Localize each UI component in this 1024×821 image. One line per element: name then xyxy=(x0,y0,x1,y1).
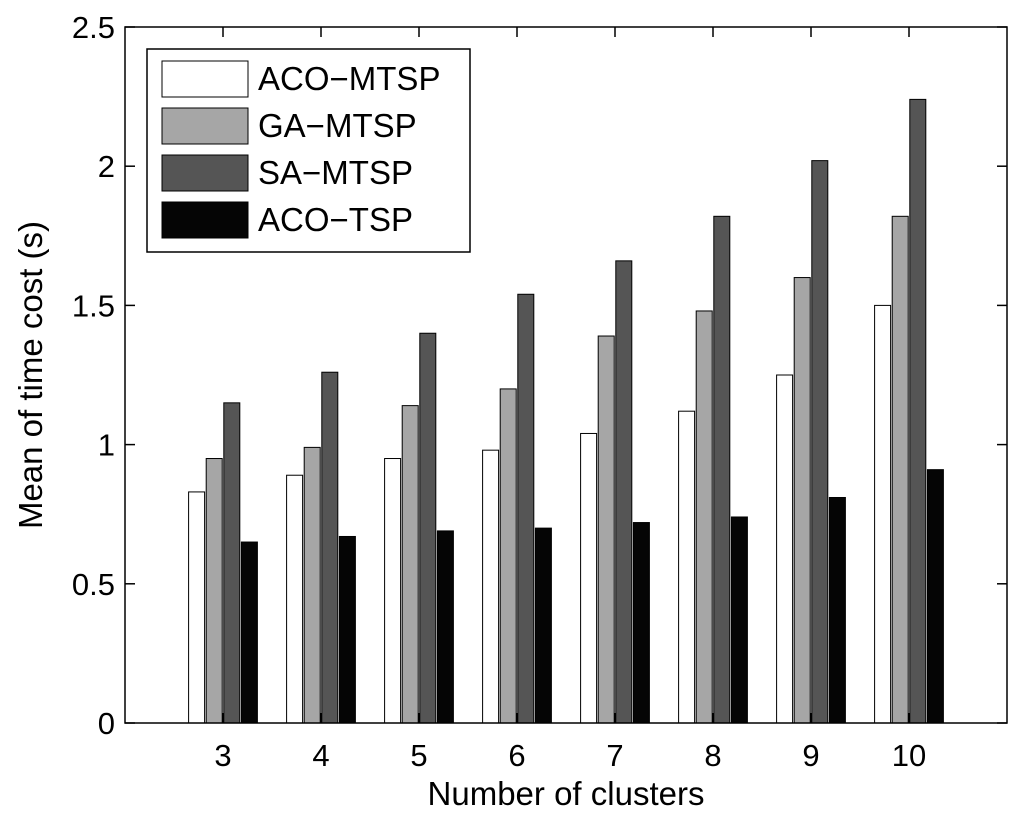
bar-ga-mtsp-5 xyxy=(401,405,419,724)
bar-aco-mtsp-5 xyxy=(384,458,402,724)
legend-label: ACO−TSP xyxy=(258,201,413,238)
bar-ga-mtsp-8 xyxy=(695,310,713,724)
legend-swatch xyxy=(161,60,249,98)
y-tick-label: 0.5 xyxy=(72,567,115,602)
y-axis: 0 0.5 1 1.5 2 2.5 xyxy=(72,10,1007,741)
bar-aco-tsp-7 xyxy=(632,522,650,724)
bar-aco-tsp-8 xyxy=(730,516,748,724)
bar-ga-mtsp-10 xyxy=(891,215,909,724)
bar-aco-mtsp-8 xyxy=(678,410,696,724)
bar-aco-mtsp-4 xyxy=(286,474,304,724)
y-tick-label: 1.5 xyxy=(72,288,115,323)
bar-aco-tsp-10 xyxy=(926,469,944,724)
x-axis: 3 4 5 6 7 8 9 10 xyxy=(214,27,926,773)
legend-swatch xyxy=(161,201,249,239)
y-tick-label: 2.5 xyxy=(72,10,115,45)
bar-aco-mtsp-7 xyxy=(580,432,598,724)
bar-aco-mtsp-9 xyxy=(776,374,794,724)
x-tick-label: 10 xyxy=(892,738,926,773)
legend-swatch xyxy=(161,154,249,192)
plot-frame xyxy=(124,26,1008,724)
x-tick-label: 3 xyxy=(214,738,231,773)
legend-swatch xyxy=(161,107,249,145)
x-tick-label: 8 xyxy=(704,738,721,773)
legend-label: ACO−MTSP xyxy=(258,60,440,97)
bar-aco-tsp-9 xyxy=(828,496,846,724)
bar-aco-tsp-6 xyxy=(534,527,552,724)
bar-ga-mtsp-4 xyxy=(303,446,321,724)
x-tick-label: 4 xyxy=(312,738,329,773)
bar-ga-mtsp-6 xyxy=(499,388,517,724)
x-tick-label: 6 xyxy=(508,738,525,773)
y-tick-label: 1 xyxy=(98,428,115,463)
x-tick-label: 9 xyxy=(802,738,819,773)
bar-ga-mtsp-7 xyxy=(597,335,615,724)
y-axis-title: Mean of time cost (s) xyxy=(12,221,49,529)
bar-aco-tsp-4 xyxy=(338,535,356,724)
x-axis-title: Number of clusters xyxy=(428,775,705,812)
y-tick-label: 0 xyxy=(98,706,115,741)
legend: ACO−MTSP GA−MTSP SA−MTSP ACO−TSP xyxy=(146,48,471,253)
legend-label: SA−MTSP xyxy=(258,154,413,191)
bar-ga-mtsp-9 xyxy=(793,277,811,724)
bar-aco-mtsp-6 xyxy=(482,449,500,724)
x-tick-label: 5 xyxy=(410,738,427,773)
bar-ga-mtsp-3 xyxy=(205,458,223,724)
bar-aco-tsp-3 xyxy=(240,541,258,724)
bar-sa-mtsp-3 xyxy=(223,402,241,724)
bar-sa-mtsp-8 xyxy=(713,215,731,724)
bar-sa-mtsp-4 xyxy=(321,371,339,724)
bar-aco-mtsp-3 xyxy=(188,491,206,724)
x-tick-label: 7 xyxy=(606,738,623,773)
bar-sa-mtsp-10 xyxy=(909,98,927,724)
bars-group xyxy=(188,98,944,724)
bar-sa-mtsp-5 xyxy=(419,332,437,724)
bar-sa-mtsp-6 xyxy=(517,293,535,724)
bar-aco-tsp-5 xyxy=(436,530,454,724)
bar-sa-mtsp-7 xyxy=(615,260,633,724)
legend-label: GA−MTSP xyxy=(258,107,417,144)
bar-aco-mtsp-10 xyxy=(874,304,892,724)
bar-sa-mtsp-9 xyxy=(811,160,829,724)
y-tick-label: 2 xyxy=(98,149,115,184)
